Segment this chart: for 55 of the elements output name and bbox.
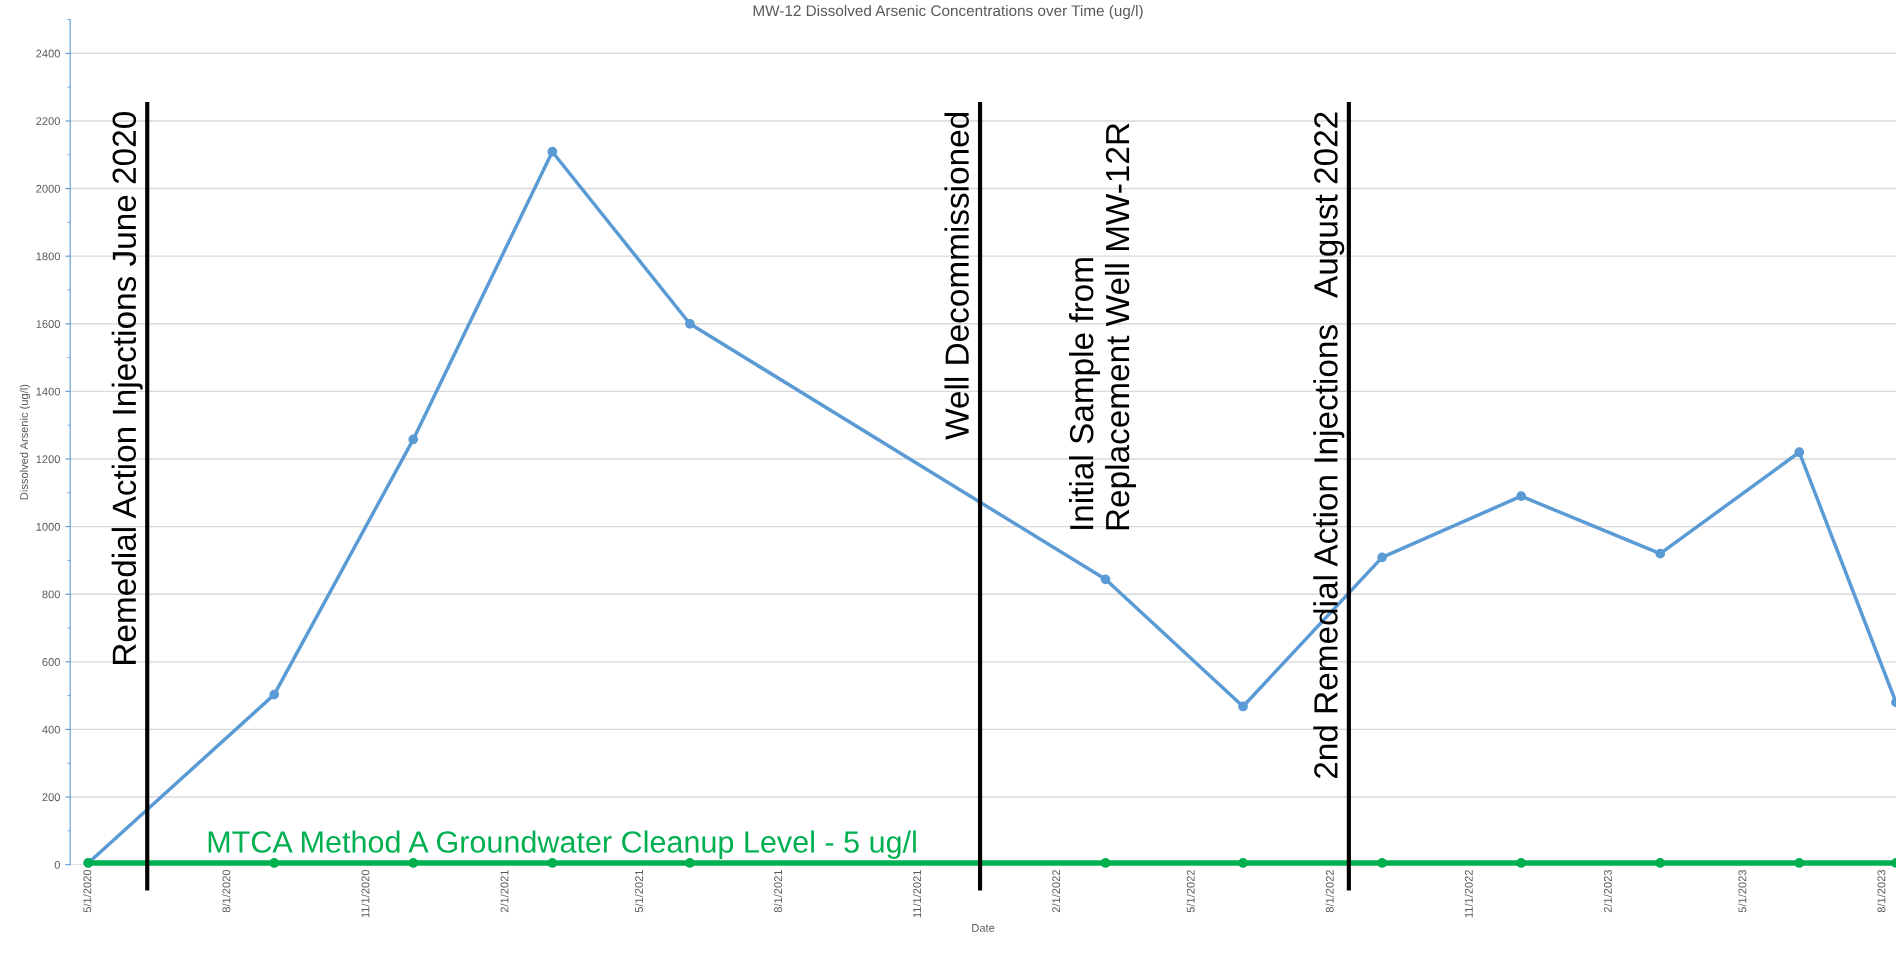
point: [1794, 447, 1805, 458]
y-axis-title: Dissolved Arsenic (ug/l): [19, 384, 31, 500]
point: [408, 858, 419, 868]
y-tick-label: 1800: [36, 252, 60, 261]
x-tick-label: 5/1/2020: [83, 869, 92, 913]
point: [1516, 858, 1527, 868]
y-tick-label: 400: [42, 725, 60, 734]
x-tick-label: 8/1/2020: [222, 869, 231, 913]
point: [408, 434, 419, 445]
y-tick-label: 0: [54, 860, 60, 869]
point: [1100, 574, 1111, 585]
x-tick-label: 11/1/2022: [1464, 870, 1473, 918]
point: [1377, 552, 1387, 563]
point: [1238, 701, 1248, 712]
x-tick-label: 2/1/2022: [1051, 870, 1061, 913]
point: [269, 858, 280, 868]
y-tick-label: 600: [42, 658, 60, 666]
y-tick-label: 200: [42, 793, 60, 802]
x-tick-label: 5/1/2023: [1738, 869, 1747, 913]
x-tick-label: 5/1/2021: [634, 870, 643, 913]
y-tick-label: 2000: [36, 184, 60, 193]
point: [1238, 858, 1248, 868]
y-tick-label: 1600: [36, 320, 60, 328]
y-tick-label: 1200: [36, 455, 60, 464]
point: [1655, 858, 1666, 868]
series-label: MTCA Method A Groundwater Cleanup Level - 5 ug/l: [208, 830, 916, 859]
annotation: Initial Sample from Replacement Well MW-12R: [1068, 123, 1136, 530]
point: [1655, 548, 1666, 559]
x-tick-label: 5/1/2022: [1186, 870, 1195, 913]
point: [1100, 858, 1111, 868]
x-tick-label: 2/1/2021: [500, 870, 509, 913]
x-tick-label: 2/1/2023: [1603, 869, 1612, 913]
point: [1516, 491, 1527, 502]
x-tick-label: 8/1/2023: [1877, 869, 1886, 913]
ref-line-label: Well Decommissioned: [944, 112, 969, 440]
x-tick-label: 8/1/2021: [773, 870, 783, 913]
x-tick-label: 11/1/2020: [361, 869, 370, 918]
y-tick-label: 800: [42, 590, 60, 599]
ref-line-label: 2nd Remedial Action Injections August 2022: [1313, 112, 1345, 779]
point: [547, 146, 558, 157]
point: [684, 858, 695, 868]
y-tick-label: 1000: [36, 522, 60, 531]
point: [684, 318, 695, 329]
point: [1377, 858, 1387, 868]
chart-title: MW-12 Dissolved Arsenic Concentrations over Time (ug/l): [753, 4, 1143, 20]
x-tick-label: 11/1/2021: [912, 870, 922, 918]
y-tick-label: 1400: [36, 387, 60, 396]
point: [1794, 858, 1805, 868]
y-tick-label: 2200: [36, 117, 60, 126]
y-tick-label: 2400: [36, 49, 60, 58]
x-axis-title: Date: [972, 924, 995, 932]
point: [547, 858, 558, 868]
point: [269, 689, 280, 700]
x-tick-label: 8/1/2022: [1325, 870, 1334, 913]
ref-line-label: Remedial Action Injections June 2020: [111, 112, 143, 664]
